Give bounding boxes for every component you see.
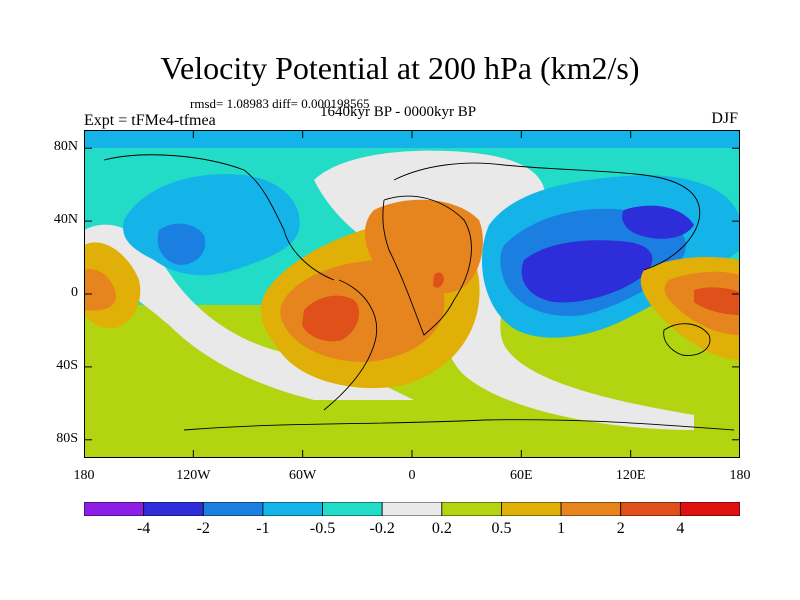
coastline-south-america bbox=[323, 279, 378, 411]
stats-text: rmsd= 1.08983 diff= 0.000198565 bbox=[190, 96, 370, 111]
colorbar-segment bbox=[202, 502, 264, 516]
period-label: 1640kyr BP - 0000kyr BP bbox=[320, 104, 477, 120]
colorbar-segment bbox=[381, 502, 443, 516]
colorbar-segment bbox=[620, 502, 681, 516]
colorbar-label: 1 bbox=[557, 520, 566, 537]
page-title: Velocity Potential at 200 hPa (km2/s) bbox=[160, 50, 640, 86]
negative-indian-ocean-core bbox=[521, 240, 653, 303]
colorbar-label: 0.5 bbox=[491, 520, 512, 537]
colorbar-segment bbox=[679, 502, 740, 516]
positive-central-pacific-core bbox=[84, 269, 116, 311]
colorbar-label: 2 bbox=[616, 520, 625, 537]
negative-east-asia-core bbox=[622, 205, 694, 239]
positive-africa-core bbox=[433, 272, 444, 288]
coastlines bbox=[103, 154, 735, 431]
y-tick-label: 80S bbox=[56, 430, 78, 446]
positive-africa bbox=[364, 199, 483, 294]
colorbar-segment bbox=[84, 502, 145, 516]
coastline-africa bbox=[382, 195, 472, 336]
x-tick-label: 180 bbox=[73, 468, 95, 483]
colorbar-label: -0.5 bbox=[309, 520, 336, 537]
map-ticks bbox=[84, 130, 740, 458]
x-tick-label: 180 bbox=[729, 468, 751, 483]
y-tick-label: 80N bbox=[53, 139, 78, 155]
colorbar-segment bbox=[322, 502, 383, 516]
y-tick-label: 40N bbox=[53, 212, 78, 228]
velocity-potential-map bbox=[84, 130, 740, 458]
neutral-band-west bbox=[84, 224, 414, 400]
colorbar-label: 0.2 bbox=[431, 520, 452, 537]
x-tick-label: 60E bbox=[510, 468, 533, 483]
x-tick-label: 120W bbox=[176, 468, 211, 483]
coastline-north-america bbox=[103, 154, 335, 281]
colorbar-label: -0.2 bbox=[369, 520, 395, 537]
x-tick-label: 120E bbox=[615, 468, 646, 483]
coastline-antarctica bbox=[183, 419, 735, 431]
colorbar-segment bbox=[560, 502, 622, 516]
x-tick-label: 0 bbox=[408, 468, 416, 483]
colorbar-segment bbox=[143, 502, 204, 516]
colorbar-segment bbox=[501, 502, 562, 516]
x-tick-label: 60W bbox=[289, 468, 317, 483]
y-tick-label: 0 bbox=[71, 285, 78, 300]
colorbar-label: -1 bbox=[256, 520, 270, 537]
coastline-eurasia bbox=[393, 162, 701, 271]
arctic-band bbox=[84, 130, 740, 148]
season-label: DJF bbox=[711, 110, 738, 127]
colorbar-label: -2 bbox=[196, 520, 210, 537]
colorbar-label: -4 bbox=[136, 520, 151, 537]
negative-core-north-pacific bbox=[157, 223, 206, 265]
positive-west-pacific-core bbox=[694, 287, 740, 315]
colorbar-label: 4 bbox=[676, 520, 685, 537]
y-tick-label: 40S bbox=[56, 357, 78, 373]
colorbar-segment bbox=[441, 502, 502, 516]
colorbar bbox=[84, 502, 740, 516]
experiment-label: Expt = tFMe4-tfmea bbox=[84, 112, 216, 129]
positive-south-america-core bbox=[302, 295, 360, 342]
coastline-australia bbox=[663, 323, 711, 356]
colorbar-segment bbox=[262, 502, 323, 516]
